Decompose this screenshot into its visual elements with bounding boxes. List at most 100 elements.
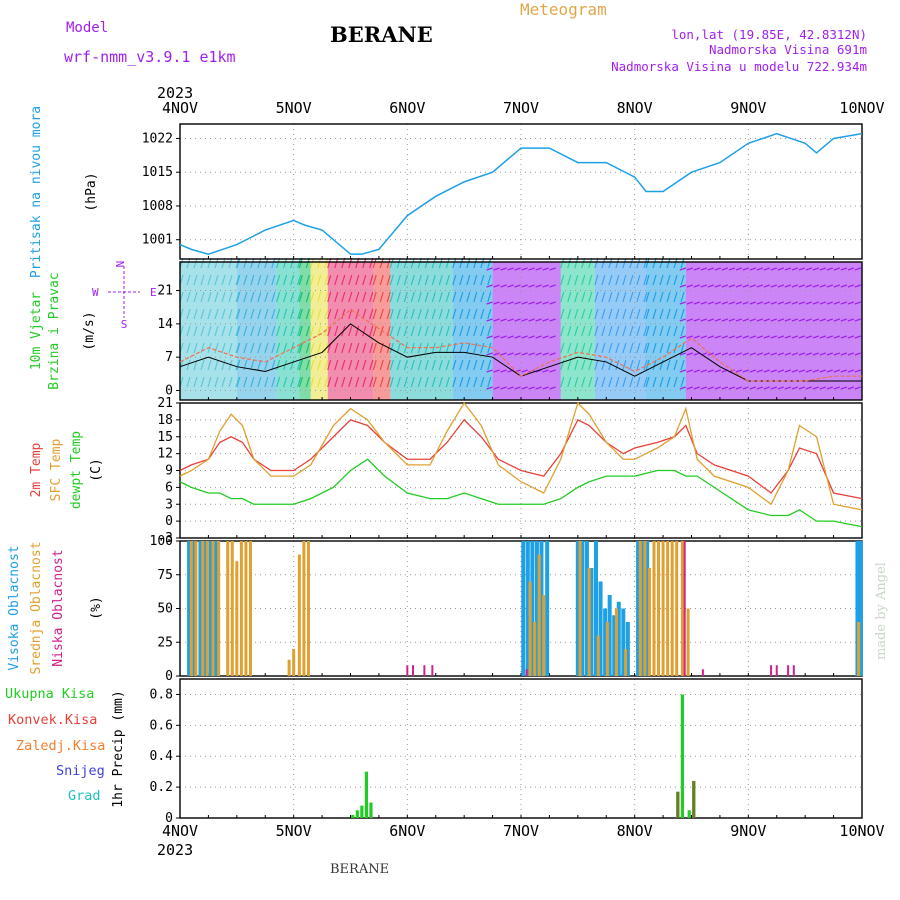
wind-barb <box>305 274 310 286</box>
mid-cloud-bar <box>239 541 243 676</box>
wind-barb <box>369 376 374 388</box>
wind-barb <box>560 274 565 286</box>
wind-barb <box>659 342 664 354</box>
wind-barb <box>742 352 750 356</box>
wind-barb <box>324 274 329 286</box>
wind-barb <box>549 318 556 322</box>
wind-barb <box>298 308 303 320</box>
wind-barb <box>341 291 346 303</box>
high-cloud-bar <box>203 541 208 676</box>
station-title: BERANE <box>330 22 433 47</box>
wind-barb <box>693 369 701 373</box>
wind-barb <box>721 352 729 356</box>
wind-barb <box>486 267 493 271</box>
wind-barb <box>686 284 694 288</box>
wind-barb <box>431 376 436 388</box>
wind-barb <box>186 274 191 286</box>
wind-barb <box>250 308 255 320</box>
wind-barb <box>679 369 687 373</box>
low-cloud-bar <box>792 665 795 676</box>
wind-barb <box>636 359 641 371</box>
conv-precip-bar <box>676 791 680 818</box>
wind-barb <box>514 301 521 305</box>
model-label: Model <box>66 20 109 36</box>
temp-unit-label: (C) <box>89 458 104 481</box>
wind-barb <box>574 359 579 371</box>
wind-barb <box>283 376 288 388</box>
wind-barb <box>297 274 302 286</box>
wind-barb <box>452 325 457 337</box>
wind-barb <box>487 342 492 354</box>
wind-barb <box>756 386 764 390</box>
wind-barb <box>403 325 408 337</box>
wind-barb <box>528 284 535 288</box>
wind-barb <box>749 267 757 271</box>
wind-barb <box>700 369 708 373</box>
mid-cloud-bar <box>680 541 684 676</box>
wind-barb <box>310 359 315 371</box>
mid-cloud-bar <box>205 541 209 676</box>
wind-barb <box>735 352 743 356</box>
mid-cloud-bar <box>624 649 628 676</box>
wind-barb <box>193 376 198 388</box>
y-tick-label: 100 <box>150 534 173 549</box>
wind-barb <box>250 359 255 371</box>
wind-barb <box>854 369 862 373</box>
y-tick-label: 0.6 <box>150 718 173 733</box>
wind-barb <box>389 342 394 354</box>
y-tick-label: 0 <box>165 811 173 826</box>
wind-barb <box>721 335 729 339</box>
wind-barb <box>542 267 549 271</box>
wind-barb <box>707 369 715 373</box>
wind-barb <box>297 376 302 388</box>
wind-barb <box>389 376 394 388</box>
mid-cloud-bar <box>652 541 656 676</box>
year-label-bottom: 2023 <box>157 841 193 859</box>
wind-barb <box>235 325 240 337</box>
wind-barb <box>643 376 648 388</box>
wind-barb <box>749 284 757 288</box>
wind-barb <box>379 308 384 320</box>
wind-barb <box>666 274 671 286</box>
wind-barb <box>445 308 450 320</box>
wind-barb <box>417 291 422 303</box>
wind-barb <box>535 301 542 305</box>
wind-barb <box>652 274 657 286</box>
y-tick-label: 7 <box>165 350 173 365</box>
wind-barb <box>389 308 394 320</box>
wind-barb <box>327 376 332 388</box>
wind-barb <box>763 284 771 288</box>
wind-barb <box>812 267 820 271</box>
wind-barb <box>235 291 240 303</box>
wind-barb <box>679 284 687 288</box>
wind-barb <box>271 308 276 320</box>
wind-barb <box>396 291 401 303</box>
wind-barb <box>574 274 579 286</box>
wind-barb <box>386 291 391 303</box>
wind-barb <box>276 376 281 388</box>
wind-barb <box>686 369 694 373</box>
wind-barb <box>812 386 820 390</box>
time-label-bottom: 5NOV <box>276 822 312 840</box>
wind-barb <box>379 274 384 286</box>
wind-barb <box>840 352 848 356</box>
wind-barb <box>659 325 664 337</box>
wind-barb <box>700 267 708 271</box>
wind-barb <box>679 318 687 322</box>
wind-barb <box>770 352 778 356</box>
wind-barb <box>594 308 599 320</box>
wind-barb <box>805 352 813 356</box>
wind-barb <box>735 335 743 339</box>
wind-barb <box>257 308 262 320</box>
wind-barb <box>452 308 457 320</box>
wind-barb <box>431 274 436 286</box>
wind-barb <box>438 359 443 371</box>
wind-barb <box>567 308 572 320</box>
model-name: wrf-nmm_v3.9.1 e1km <box>64 48 236 66</box>
wind-barb <box>673 291 678 303</box>
wind-barb <box>652 359 657 371</box>
wind-barb <box>480 274 485 286</box>
wind-barb <box>507 267 514 271</box>
wind-barb <box>679 335 687 339</box>
wind-barb <box>200 359 205 371</box>
